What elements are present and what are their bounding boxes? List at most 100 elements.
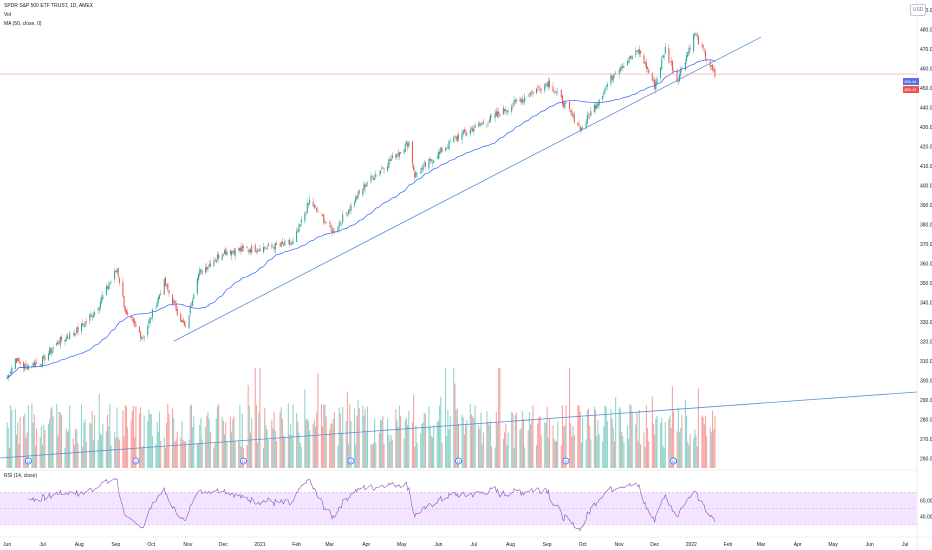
candle-body <box>565 102 567 104</box>
volume-bar <box>180 437 182 468</box>
candle-body <box>196 278 198 294</box>
volume-bar <box>481 443 483 468</box>
candle-body <box>280 242 282 247</box>
volume-bar <box>110 445 112 468</box>
volume-bar <box>407 424 409 468</box>
volume-bar <box>76 429 78 468</box>
volume-bar <box>528 411 530 468</box>
candle-body <box>271 245 273 247</box>
candle-body <box>101 297 103 303</box>
volume-bar <box>469 403 471 468</box>
volume-bar <box>23 416 25 468</box>
candle-body <box>489 115 491 122</box>
candle-body <box>433 160 435 163</box>
candle-body <box>105 286 107 295</box>
x-tick-label: Nov <box>183 542 192 548</box>
volume-bar <box>447 409 449 468</box>
candle-body <box>560 89 562 98</box>
candle-body <box>636 50 638 52</box>
volume-bar <box>546 406 548 468</box>
candle-body <box>242 245 244 248</box>
volume-bar <box>457 423 460 468</box>
volume-bar <box>50 408 52 468</box>
volume-bar <box>390 435 392 468</box>
candle-body <box>300 219 302 223</box>
volume-bar <box>105 431 107 468</box>
volume-bar <box>257 442 259 468</box>
candle-body <box>232 251 234 253</box>
candle-body <box>602 95 604 100</box>
volume-bar <box>229 416 231 468</box>
candle-body <box>428 158 430 169</box>
volume-bar <box>124 405 126 468</box>
volume-bar <box>397 427 399 468</box>
volume-bar <box>122 410 124 468</box>
candle-body <box>246 246 248 249</box>
volume-bar <box>206 415 208 468</box>
volume-bar <box>440 396 442 468</box>
candle-body <box>247 249 249 251</box>
candle-body <box>611 75 613 80</box>
candle-body <box>552 86 554 92</box>
candle-body <box>130 315 132 319</box>
candle-body <box>441 147 443 153</box>
candle-body <box>639 50 642 54</box>
volume-bar <box>340 432 343 468</box>
volume-bar <box>540 435 542 468</box>
candle-body <box>208 264 210 267</box>
candle-body <box>363 184 365 191</box>
volume-bar <box>130 420 132 468</box>
candle-body <box>702 44 704 49</box>
volume-bar <box>519 429 521 468</box>
candle-body <box>272 247 274 248</box>
y-tick-label: 260.00 <box>920 456 932 462</box>
volume-bar <box>488 424 490 468</box>
candle-body <box>478 123 480 126</box>
volume-bar <box>18 443 20 468</box>
volume-bar <box>333 412 335 468</box>
candle-body <box>680 68 682 76</box>
volume-bar <box>255 404 257 468</box>
candle-body <box>524 97 526 103</box>
candle-body <box>66 335 68 338</box>
candle-body <box>547 80 549 88</box>
volume-bar <box>639 444 642 468</box>
candle-body <box>138 326 140 333</box>
volume-bar <box>323 404 325 468</box>
volume-bar <box>300 446 302 468</box>
volume-bar <box>193 416 195 468</box>
volume-bar <box>612 428 614 468</box>
volume-bar <box>208 419 210 468</box>
candle-body <box>612 75 614 81</box>
candle-body <box>274 242 276 250</box>
candle-body <box>553 91 555 93</box>
volume-bar <box>557 421 559 468</box>
candle-body <box>134 320 136 325</box>
volume-bar <box>31 403 33 468</box>
volume-bar <box>463 434 465 468</box>
volume-bar <box>39 437 41 468</box>
candle-body <box>221 255 223 260</box>
volume-bar <box>7 427 9 468</box>
x-tick-label: Apr <box>794 542 802 548</box>
candle-body <box>391 155 393 158</box>
volume-bar <box>598 434 600 468</box>
volume-bar <box>298 432 300 468</box>
currency-button[interactable]: USD <box>910 4 926 16</box>
volume-bar <box>304 389 306 468</box>
candle-body <box>64 339 66 342</box>
x-tick-label: Dec <box>650 542 659 548</box>
volume-bar <box>134 437 136 468</box>
volume-bar <box>709 427 711 468</box>
candle-body <box>173 301 175 304</box>
volume-bar <box>478 425 480 468</box>
volume-bar <box>49 419 51 468</box>
candle-body <box>213 261 215 267</box>
candle-body <box>11 367 13 373</box>
volume-bar <box>486 410 488 468</box>
volume-bar <box>701 415 703 468</box>
candle-body <box>664 46 666 54</box>
candle-body <box>265 248 267 249</box>
volume-bar <box>356 415 358 468</box>
